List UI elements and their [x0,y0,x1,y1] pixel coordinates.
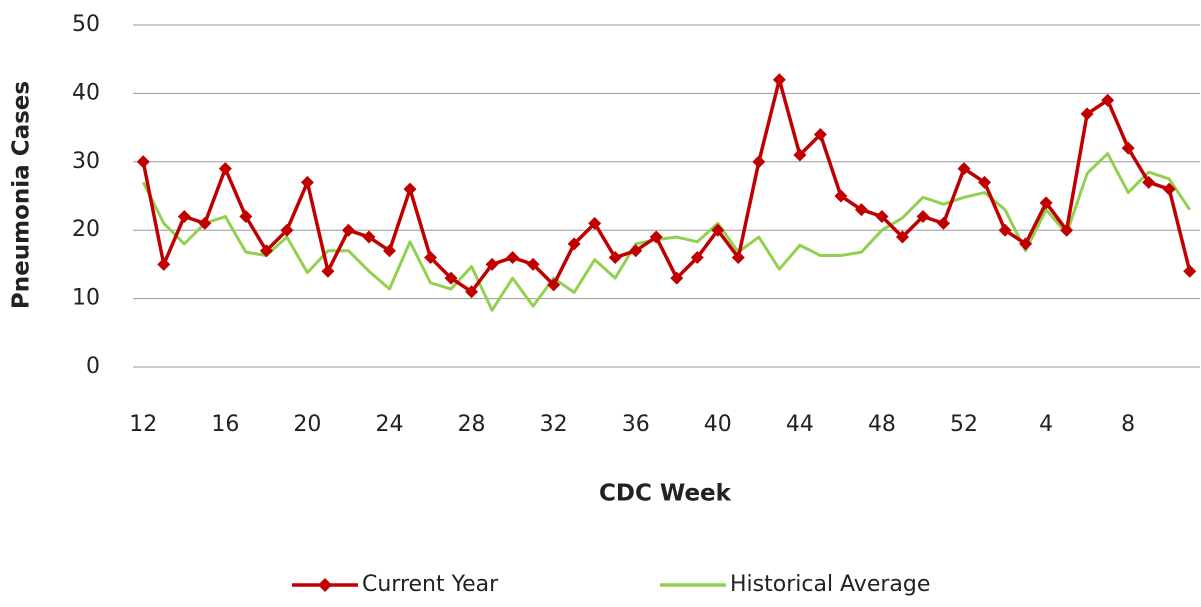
marker [177,210,191,224]
marker [280,223,294,237]
marker [875,210,889,224]
marker [1183,264,1197,278]
x-tick-label: 36 [622,412,650,437]
series-line [141,77,1192,294]
marker [793,148,807,162]
x-tick-label: 16 [211,412,239,437]
marker [300,175,314,189]
marker [834,189,848,203]
x-tick-label: 48 [868,412,896,437]
series-line [141,152,1191,312]
marker [444,271,458,285]
x-axis-title: CDC Week [599,481,732,507]
marker [895,230,909,244]
marker [772,73,786,87]
marker [957,162,971,176]
legend-label: Historical Average [730,572,930,597]
y-axis-title: Pneumonia Cases [9,81,35,309]
marker [1121,141,1135,155]
marker [998,223,1012,237]
marker [341,223,355,237]
marker [547,278,561,292]
marker [157,257,171,271]
y-tick-label: 50 [72,12,100,37]
y-tick-label: 30 [72,149,100,174]
marker [424,251,438,265]
x-tick-label: 32 [540,412,568,437]
marker [608,251,622,265]
marker [382,244,396,258]
marker [916,210,930,224]
legend-marker [318,578,332,592]
marker [854,203,868,217]
marker [218,162,232,176]
x-tick-label: 52 [950,412,978,437]
x-tick-label: 28 [458,412,486,437]
marker [465,285,479,299]
legend-label: Current Year [362,572,499,597]
marker [978,175,992,189]
marker [259,244,273,258]
x-tick-label: 44 [786,412,814,437]
x-tick-label: 40 [704,412,732,437]
x-tick-label: 20 [293,412,321,437]
marker [670,271,684,285]
marker [1060,223,1074,237]
marker [1019,237,1033,251]
marker [937,216,951,230]
marker [506,251,520,265]
marker [752,155,766,169]
marker [813,127,827,141]
marker [1080,107,1094,121]
y-tick-label: 10 [72,286,100,311]
marker [321,264,335,278]
marker [403,182,417,196]
marker [690,251,704,265]
marker [1142,175,1156,189]
x-tick-label: 8 [1121,412,1135,437]
marker [1162,182,1176,196]
x-tick-label: 24 [375,412,403,437]
y-tick-label: 20 [72,217,100,242]
y-tick-label: 40 [72,80,100,105]
marker [198,216,212,230]
marker [362,230,376,244]
x-tick-label: 4 [1039,412,1053,437]
marker [136,155,150,169]
marker [1039,196,1053,210]
marker [731,251,745,265]
marker [1101,93,1115,107]
marker [567,237,581,251]
marker [629,244,643,258]
marker [588,216,602,230]
marker [526,257,540,271]
marker [239,210,253,224]
marker [649,230,663,244]
y-tick-label: 0 [86,354,100,379]
marker [485,257,499,271]
x-tick-label: 12 [129,412,157,437]
marker [711,223,725,237]
